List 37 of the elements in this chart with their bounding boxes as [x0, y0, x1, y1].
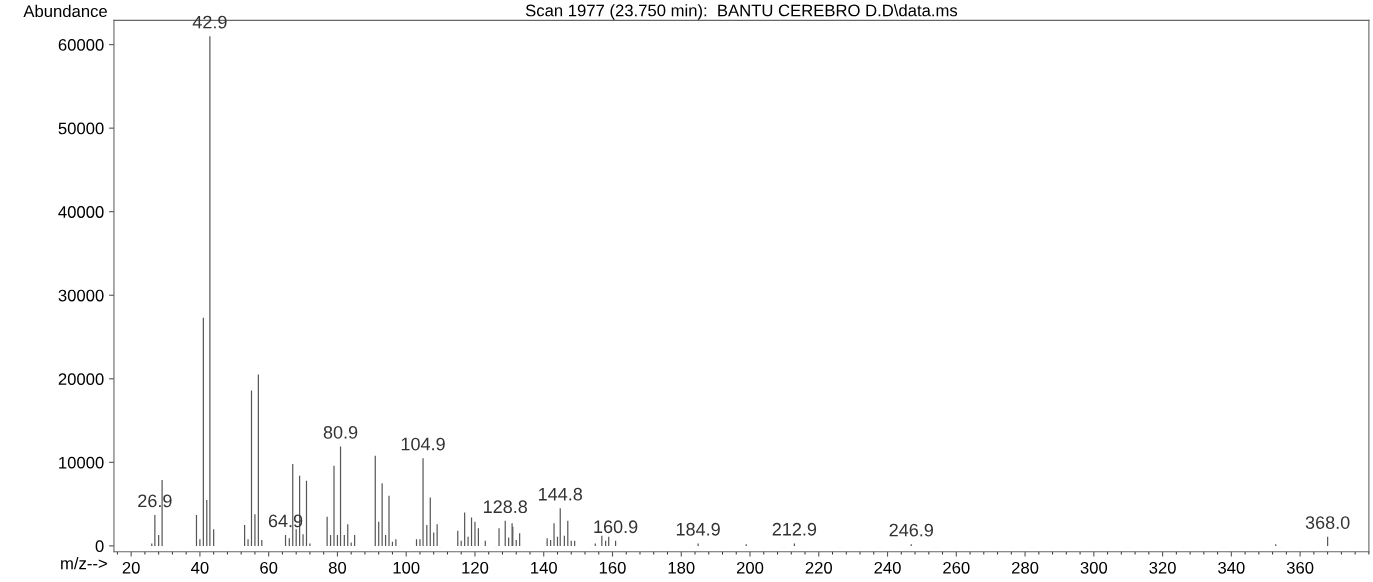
- annotation: 104.9: [401, 437, 445, 451]
- x-tick-label: 300: [1080, 561, 1108, 574]
- x-tick-label: 40: [191, 561, 209, 574]
- y-tick-label: 10000: [59, 456, 104, 469]
- y-tick-label: 40000: [58, 206, 104, 218]
- annotation: 246.9: [889, 523, 933, 537]
- x-tick-label: 120: [462, 561, 489, 574]
- annotation: 80.9: [323, 425, 358, 439]
- y-tick-label: 60000: [58, 39, 104, 51]
- y-tick-label: 20000: [58, 373, 104, 385]
- chart-title: Scan 1977 (23.750 min): BANTU CEREBRO D.D\data.ms: [525, 4, 958, 20]
- x-tick-label: 320: [1149, 561, 1176, 574]
- x-tick-label: 80: [328, 561, 347, 574]
- y-tick-label: 50000: [58, 122, 104, 135]
- x-tick-label: 60: [260, 561, 278, 574]
- x-tick-label: 220: [805, 561, 833, 574]
- annotation: 212.9: [772, 522, 817, 536]
- annotation: 144.8: [539, 487, 583, 501]
- annotation: 128.8: [484, 500, 528, 514]
- annotation: 160.9: [594, 520, 638, 534]
- annotation: 368.0: [1305, 516, 1350, 529]
- y-axis-title: Abundance: [23, 4, 107, 18]
- x-tick-label: 180: [668, 561, 695, 574]
- x-tick-label: 260: [943, 561, 970, 574]
- x-tick-label: 100: [393, 561, 420, 574]
- x-tick-label: 240: [874, 561, 901, 574]
- y-tick-label: 30000: [58, 289, 104, 302]
- x-tick-label: 200: [736, 561, 764, 574]
- x-tick-label: 140: [531, 561, 557, 574]
- x-axis-title: m/z-->: [61, 557, 107, 570]
- x-tick-label: 20: [122, 561, 140, 574]
- annotation: 184.9: [676, 522, 720, 536]
- x-tick-label: 160: [599, 561, 626, 574]
- x-tick-label: 280: [1012, 561, 1039, 574]
- x-tick-label: 360: [1286, 561, 1314, 574]
- y-tick-label: 0: [95, 540, 104, 553]
- x-tick-label: 340: [1218, 561, 1245, 574]
